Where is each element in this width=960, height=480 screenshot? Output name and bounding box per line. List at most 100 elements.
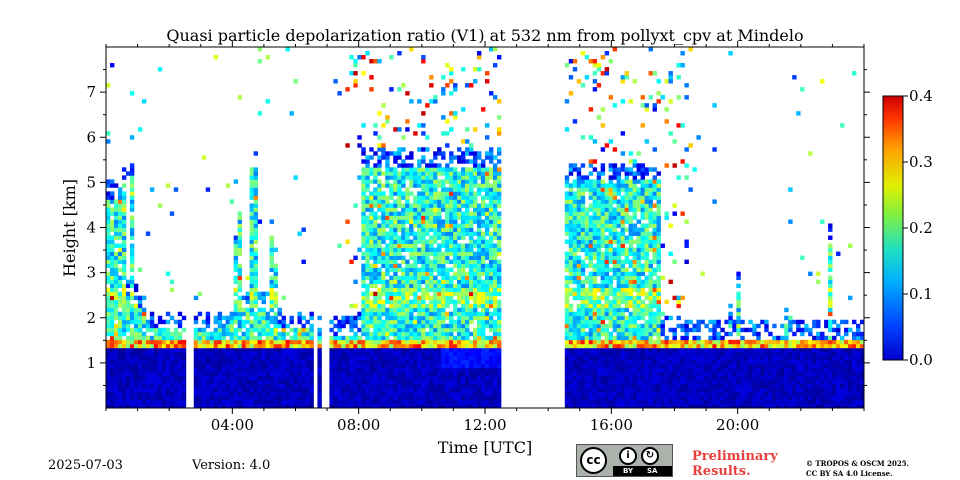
heatmap-cell — [488, 379, 494, 385]
heatmap-cell — [473, 191, 478, 196]
heatmap-cell — [149, 311, 155, 317]
heatmap-cell — [628, 199, 634, 204]
heatmap-cell — [217, 347, 223, 353]
heatmap-cell — [592, 211, 598, 216]
heatmap-cell — [481, 199, 486, 204]
heatmap-cell — [106, 235, 111, 240]
heatmap-cell — [217, 395, 223, 401]
heatmap-cell — [564, 399, 570, 405]
heatmap-cell — [369, 235, 374, 240]
heatmap-cell — [413, 283, 418, 289]
heatmap-cell — [389, 275, 394, 281]
heatmap-cell — [449, 203, 454, 208]
heatmap-cell — [337, 335, 342, 341]
heatmap-cell — [473, 207, 478, 212]
heatmap-cell — [233, 355, 239, 361]
heatmap-cell — [309, 351, 314, 357]
heatmap-cell — [616, 323, 622, 329]
heatmap-cell — [608, 307, 614, 313]
heatmap-cell — [596, 235, 602, 240]
heatmap-cell — [592, 235, 598, 240]
heatmap-cell — [381, 239, 386, 244]
heatmap-cell — [257, 339, 262, 345]
heatmap-cell — [393, 159, 398, 164]
heatmap-cell — [269, 219, 274, 224]
heatmap-cell — [592, 59, 598, 64]
heatmap-cell — [477, 243, 482, 248]
heatmap-cell — [377, 367, 382, 373]
heatmap-cell — [113, 371, 119, 377]
heatmap-cell — [241, 351, 247, 357]
heatmap-cell — [377, 295, 382, 301]
heatmap-cell — [106, 383, 111, 389]
heatmap-cell — [600, 271, 606, 277]
heatmap-cell — [612, 255, 618, 260]
heatmap-cell — [225, 359, 231, 365]
heatmap-cell — [173, 391, 179, 397]
heatmap-cell — [409, 307, 414, 313]
heatmap-cell — [145, 395, 151, 401]
heatmap-cell — [421, 247, 426, 252]
heatmap-cell — [361, 235, 366, 240]
heatmap-cell — [624, 359, 630, 365]
heatmap-cell — [492, 195, 498, 200]
heatmap-cell — [197, 403, 203, 409]
heatmap-cell — [453, 187, 458, 192]
heatmap-cell — [592, 223, 598, 228]
heatmap-cell — [453, 339, 458, 345]
heatmap-cell — [421, 287, 426, 293]
heatmap-cell — [129, 163, 135, 168]
heatmap-cell — [109, 291, 115, 297]
heatmap-cell — [417, 299, 422, 305]
heatmap-cell — [401, 163, 406, 168]
heatmap-cell — [449, 91, 454, 96]
heatmap-cell — [385, 299, 390, 305]
heatmap-cell — [293, 327, 298, 333]
heatmap-cell — [488, 243, 494, 248]
heatmap-cell — [377, 375, 382, 381]
heatmap-cell — [309, 371, 314, 377]
heatmap-cell — [488, 183, 494, 188]
heatmap-cell — [473, 343, 478, 349]
heatmap-cell — [445, 355, 450, 361]
heatmap-cell — [341, 379, 346, 385]
heatmap-cell — [485, 391, 490, 397]
heatmap-cell — [385, 383, 390, 389]
heatmap-cell — [109, 247, 115, 252]
heatmap-cell — [596, 331, 602, 337]
heatmap-cell — [297, 319, 302, 325]
heatmap-cell — [417, 375, 422, 381]
heatmap-cell — [337, 383, 342, 389]
heatmap-cell — [441, 351, 446, 357]
heatmap-cell — [568, 75, 574, 80]
heatmap-cell — [445, 347, 450, 353]
heatmap-cell — [461, 167, 466, 172]
heatmap-cell — [492, 351, 498, 357]
heatmap-cell — [357, 371, 362, 377]
heatmap-cell — [628, 355, 634, 361]
heatmap-cell — [496, 179, 502, 184]
heatmap-cell — [269, 291, 274, 297]
heatmap-cell — [596, 347, 602, 353]
heatmap-cell — [153, 399, 159, 405]
heatmap-cell — [469, 343, 474, 349]
heatmap-cell — [469, 387, 474, 393]
heatmap-cell — [477, 315, 482, 321]
heatmap-cell — [608, 175, 614, 180]
heatmap-cell — [612, 351, 618, 357]
heatmap-cell — [217, 319, 223, 325]
heatmap-cell — [377, 59, 382, 64]
heatmap-cell — [465, 287, 470, 293]
heatmap-cell — [117, 211, 123, 216]
heatmap-cell — [125, 395, 131, 401]
heatmap-cell — [361, 231, 366, 236]
heatmap-cell — [496, 355, 502, 361]
heatmap-cell — [289, 387, 294, 393]
heatmap-cell — [485, 123, 490, 128]
heatmap-cell — [193, 319, 199, 325]
heatmap-cell — [628, 315, 634, 321]
heatmap-cell — [373, 223, 378, 228]
heatmap-cell — [433, 379, 438, 385]
heatmap-cell — [469, 255, 474, 260]
heatmap-cell — [640, 363, 645, 369]
